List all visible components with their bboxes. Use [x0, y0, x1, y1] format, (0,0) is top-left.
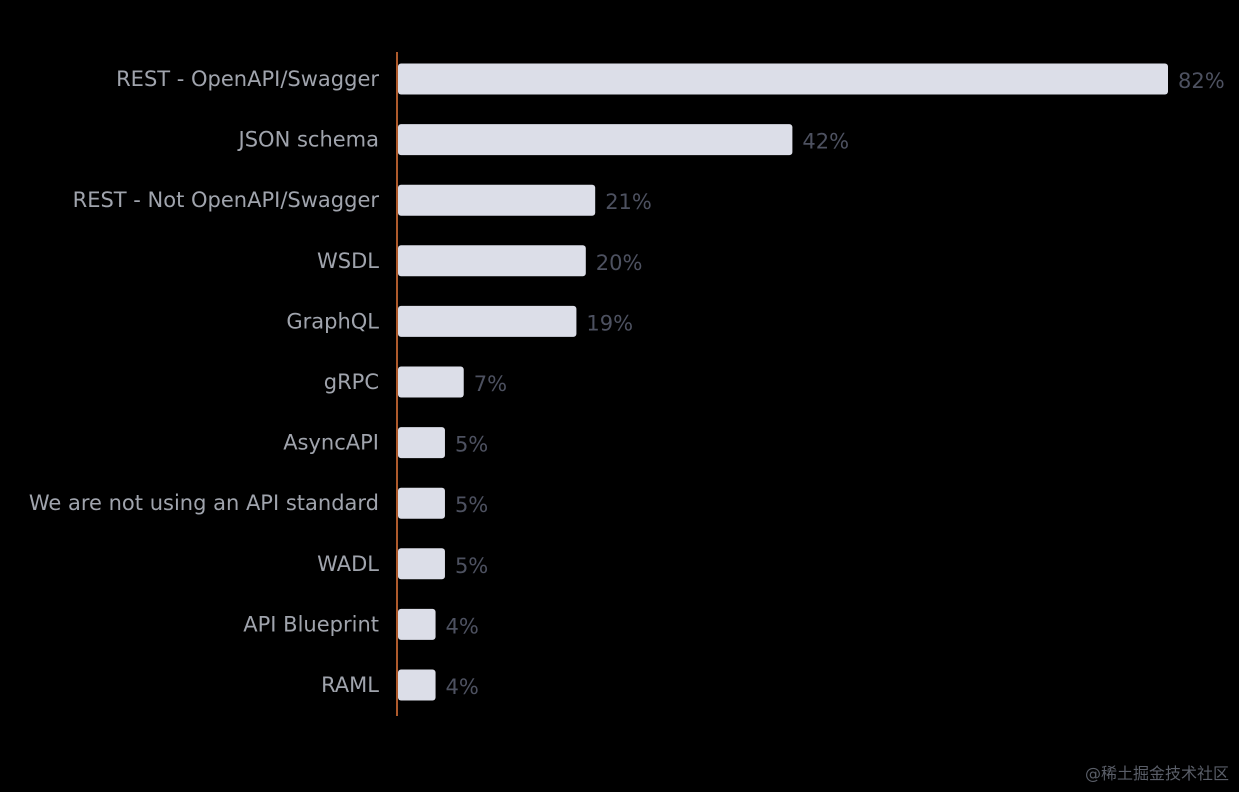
bar [398, 427, 445, 459]
value-label: 21% [605, 190, 652, 214]
bar [398, 245, 586, 277]
category-label: REST - Not OpenAPI/Swagger [73, 188, 380, 212]
category-label: AsyncAPI [283, 431, 379, 455]
category-label: WSDL [317, 249, 379, 273]
bar [398, 366, 464, 398]
value-label: 19% [586, 311, 633, 335]
value-label: 5% [455, 433, 488, 457]
category-label: gRPC [324, 370, 379, 394]
category-label: GraphQL [286, 309, 379, 333]
value-label: 4% [446, 614, 479, 638]
value-label: 7% [474, 372, 507, 396]
bar [398, 548, 445, 580]
bar [398, 63, 1168, 95]
value-label: 4% [446, 675, 479, 699]
bar [398, 487, 445, 519]
category-label: JSON schema [237, 128, 379, 152]
bar [398, 184, 596, 216]
value-label: 42% [802, 130, 849, 154]
category-label: RAML [321, 673, 379, 697]
bar [398, 305, 577, 337]
value-label: 5% [455, 493, 488, 517]
bar [398, 669, 436, 701]
value-label: 82% [1178, 69, 1225, 93]
category-label: WADL [317, 552, 379, 576]
watermark-text: @稀土掘金技术社区 [1084, 764, 1229, 783]
category-label: API Blueprint [243, 612, 379, 636]
bar [398, 608, 436, 640]
bar [398, 124, 793, 156]
category-label: We are not using an API standard [29, 491, 379, 515]
category-label: REST - OpenAPI/Swagger [116, 67, 379, 91]
value-label: 5% [455, 554, 488, 578]
value-label: 20% [596, 251, 643, 275]
